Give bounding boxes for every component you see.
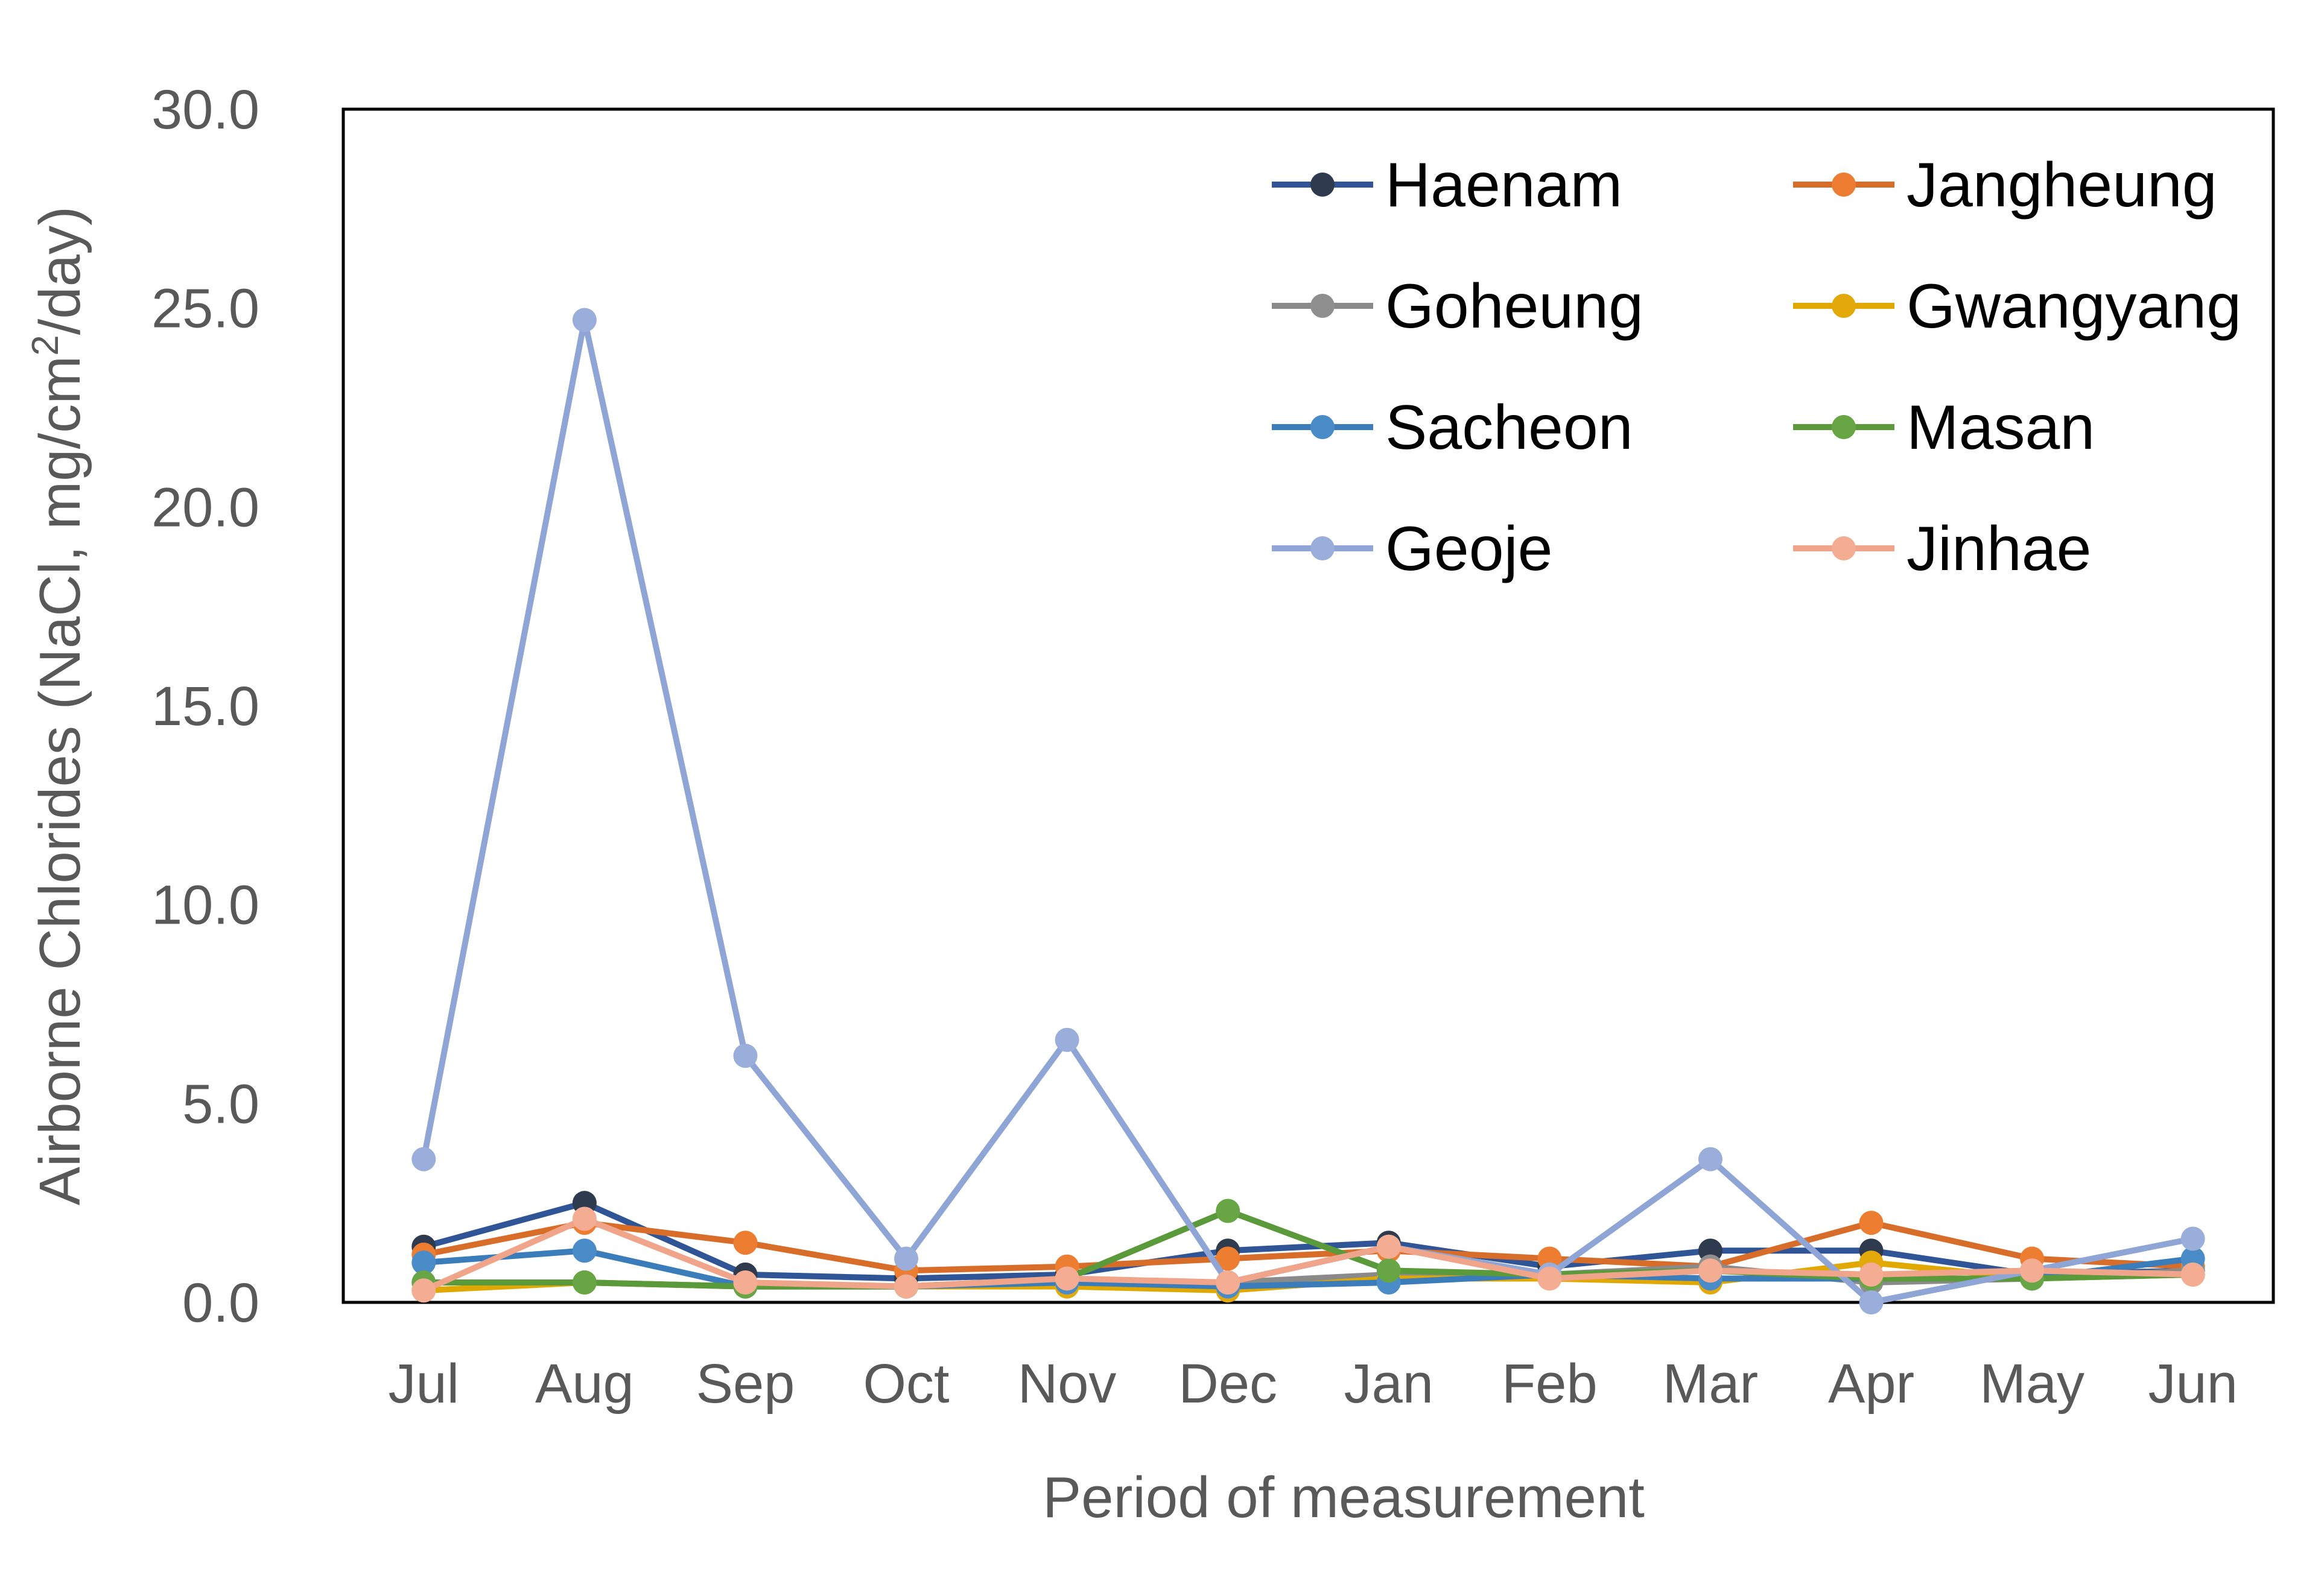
data-point xyxy=(894,1274,919,1299)
data-point xyxy=(1216,1199,1240,1223)
data-point xyxy=(1698,1258,1722,1283)
data-point xyxy=(1698,1147,1722,1171)
legend-marker xyxy=(1310,173,1335,197)
y-axis-title-superscript: 2 xyxy=(25,335,66,355)
x-axis-title: Period of measurement xyxy=(1043,1465,1645,1530)
y-axis-title: Airborne Chlorides (NaCl, mg/cm2/day) xyxy=(25,206,92,1205)
y-axis-title-rest: /day) xyxy=(28,206,92,335)
legend-item-jangheung: Jangheung xyxy=(1793,150,2217,220)
legend-item-jinhae: Jinhae xyxy=(1793,514,2091,584)
legend-item-sacheon: Sacheon xyxy=(1272,393,1633,463)
x-axis-ticks: Jul Aug Sep Oct Nov Dec Jan Feb Mar Apr May Jun xyxy=(388,1353,2237,1415)
legend-label: Haenam xyxy=(1385,150,1622,220)
data-point xyxy=(2180,1262,2205,1287)
legend-item-geoje: Geoje xyxy=(1272,514,1553,584)
legend-label: Gwangyang xyxy=(1907,271,2241,341)
legend-marker xyxy=(1832,536,1856,560)
data-point xyxy=(1537,1266,1562,1291)
x-tick-label: May xyxy=(1980,1353,2084,1415)
x-tick-label: Sep xyxy=(696,1353,795,1415)
data-point xyxy=(572,308,597,332)
y-axis-ticks: 0.0 5.0 10.0 15.0 20.0 25.0 30.0 xyxy=(151,79,259,1334)
data-point xyxy=(1859,1290,1884,1314)
legend-label: Jangheung xyxy=(1907,150,2217,220)
x-tick-label: Aug xyxy=(535,1353,634,1415)
series-jinhae xyxy=(411,1206,2205,1303)
legend-item-goheung: Goheung xyxy=(1272,271,1643,341)
data-point xyxy=(733,1231,758,1255)
y-tick-label: 5.0 xyxy=(182,1073,259,1135)
y-tick-label: 30.0 xyxy=(151,79,259,141)
legend-marker xyxy=(1832,415,1856,439)
y-tick-label: 15.0 xyxy=(151,676,259,737)
data-point xyxy=(1055,1266,1079,1291)
legend-label: Geoje xyxy=(1385,514,1553,584)
y-tick-label: 10.0 xyxy=(151,875,259,936)
legend-item-haenam: Haenam xyxy=(1272,150,1622,220)
data-point xyxy=(411,1278,436,1303)
data-point xyxy=(1376,1258,1401,1283)
series-line xyxy=(423,1220,2193,1274)
data-point xyxy=(572,1270,597,1295)
x-tick-label: Nov xyxy=(1018,1353,1117,1415)
data-point xyxy=(1216,1270,1240,1295)
x-tick-label: Dec xyxy=(1178,1353,1277,1415)
data-point xyxy=(572,1206,597,1231)
data-point xyxy=(733,1270,758,1295)
legend-label: Goheung xyxy=(1385,271,1643,341)
legend-marker xyxy=(1832,294,1856,318)
legend-label: Masan xyxy=(1907,393,2095,463)
series-line xyxy=(421,317,2194,1305)
legend-marker xyxy=(1310,294,1335,318)
legend-item-masan: Masan xyxy=(1793,393,2095,463)
legend-marker xyxy=(1310,415,1335,439)
x-tick-label: Jul xyxy=(388,1353,459,1415)
data-point xyxy=(1859,1262,1884,1287)
legend-label: Sacheon xyxy=(1385,393,1633,463)
y-axis-title-main: Airborne Chlorides (NaCl, mg/cm xyxy=(28,356,92,1205)
series-layer xyxy=(411,308,2205,1314)
data-point xyxy=(411,1147,436,1171)
y-tick-label: 0.0 xyxy=(182,1272,259,1334)
data-point xyxy=(894,1246,919,1271)
data-point xyxy=(2180,1226,2205,1251)
legend-marker xyxy=(1310,536,1335,560)
series-line xyxy=(424,1208,2193,1290)
x-tick-label: Oct xyxy=(863,1353,949,1415)
x-tick-label: Apr xyxy=(1828,1353,1914,1415)
legend-marker xyxy=(1832,173,1856,197)
series-line xyxy=(422,1200,2193,1282)
data-point xyxy=(572,1238,597,1263)
x-tick-label: Feb xyxy=(1502,1353,1598,1415)
data-point xyxy=(1376,1234,1401,1259)
data-point xyxy=(1055,1027,1079,1052)
legend-label: Jinhae xyxy=(1907,514,2091,584)
data-point xyxy=(1216,1246,1240,1271)
y-tick-label: 25.0 xyxy=(151,278,259,340)
legend: Haenam Jangheung Goheung Gwangyang Sacheon Ma… xyxy=(1272,150,2241,584)
plot-area xyxy=(341,107,2275,1304)
series-line xyxy=(422,1216,2193,1293)
data-point xyxy=(411,1250,436,1275)
x-tick-label: Jan xyxy=(1344,1353,1433,1415)
data-point xyxy=(1859,1211,1884,1235)
data-point xyxy=(733,1044,758,1068)
y-tick-label: 20.0 xyxy=(151,477,259,538)
legend-item-gwangyang: Gwangyang xyxy=(1793,271,2241,341)
data-point xyxy=(2020,1258,2045,1283)
x-tick-label: Jun xyxy=(2148,1353,2238,1415)
x-tick-label: Mar xyxy=(1663,1353,1758,1415)
